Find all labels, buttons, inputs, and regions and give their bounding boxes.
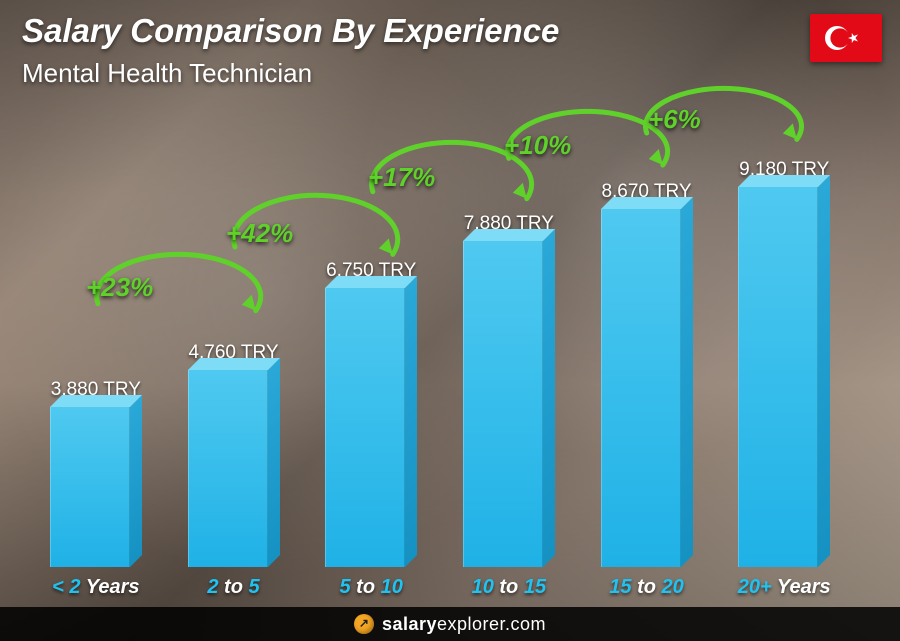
bar-chart: 3,880 TRY< 2 Years4,760 TRY2 to 56,750 T…: [30, 97, 850, 567]
bar: [463, 241, 555, 567]
increment-percent-label: +10%: [504, 130, 571, 161]
brand-text: salaryexplorer.com: [382, 614, 546, 635]
brand-logo-icon: ↗: [354, 614, 374, 634]
increment-percent-label: +42%: [226, 218, 293, 249]
bar: [601, 209, 693, 567]
footer: ↗ salaryexplorer.com: [0, 607, 900, 641]
category-label: 20+ Years: [738, 576, 831, 599]
bar: [738, 187, 830, 567]
page-subtitle: Mental Health Technician: [22, 58, 312, 89]
bar: [50, 407, 142, 567]
bar-slot: 7,880 TRY10 to 15: [443, 97, 575, 567]
bar-slot: 9,180 TRY20+ Years: [718, 97, 850, 567]
category-label: 2 to 5: [207, 576, 259, 599]
turkey-flag-icon: [810, 14, 882, 62]
increment-percent-label: +23%: [86, 272, 153, 303]
bar-slot: 3,880 TRY< 2 Years: [30, 97, 162, 567]
increment-percent-label: +17%: [368, 162, 435, 193]
bar: [325, 288, 417, 567]
increment-percent-label: +6%: [648, 104, 701, 135]
category-label: < 2 Years: [52, 576, 139, 599]
category-label: 10 to 15: [472, 576, 547, 599]
page-title: Salary Comparison By Experience: [22, 12, 559, 50]
bar-slot: 4,760 TRY2 to 5: [168, 97, 300, 567]
bar: [188, 370, 280, 567]
category-label: 5 to 10: [339, 576, 402, 599]
category-label: 15 to 20: [609, 576, 684, 599]
infographic-canvas: Salary Comparison By Experience Mental H…: [0, 0, 900, 641]
bar-slot: 8,670 TRY15 to 20: [581, 97, 713, 567]
